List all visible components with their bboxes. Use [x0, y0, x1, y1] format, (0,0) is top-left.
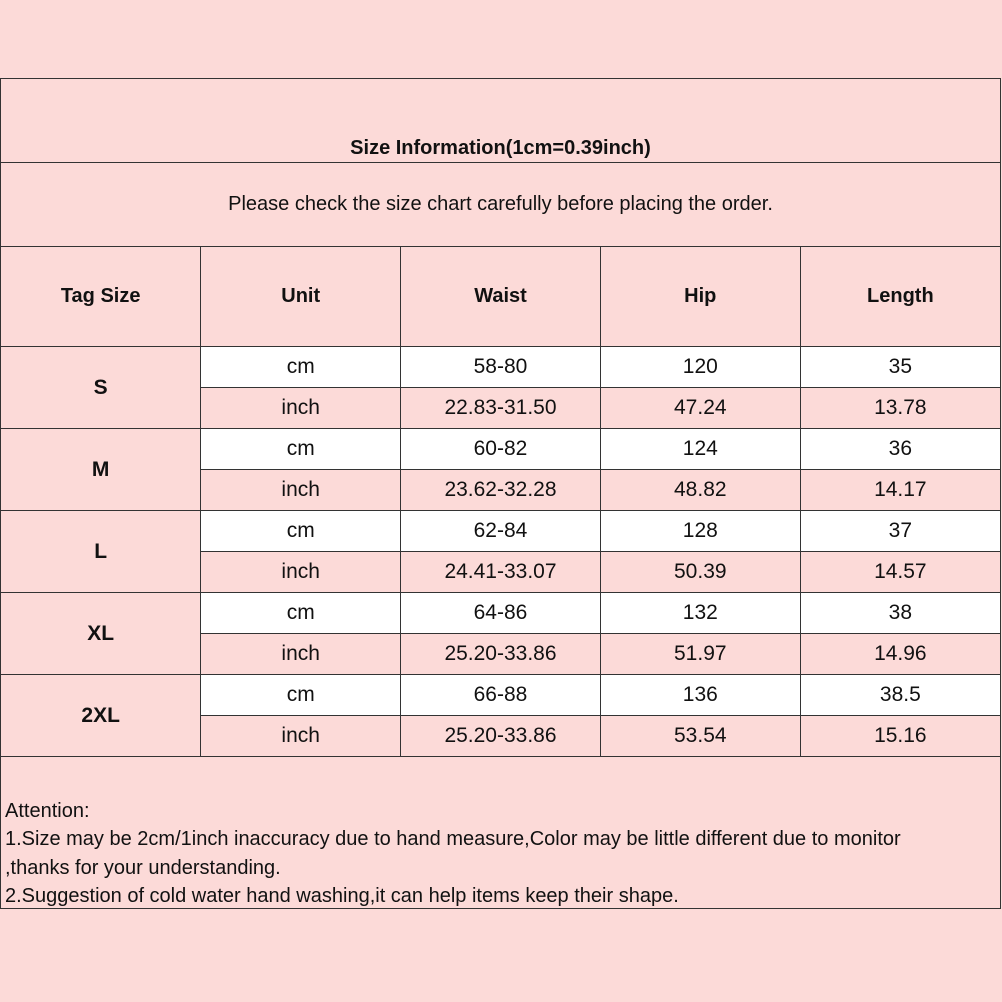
- notes-line-2: 2.Suggestion of cold water hand washing,…: [5, 885, 679, 907]
- tag-size-cell: L: [1, 510, 202, 593]
- waist-cell: 23.62-32.28: [400, 469, 601, 511]
- hip-cell: 50.39: [599, 551, 801, 593]
- hip-cell: 132: [599, 592, 801, 634]
- length-cell: 37: [799, 510, 1000, 552]
- tag-size-cell: M: [1, 428, 202, 511]
- header-waist: Waist: [400, 247, 601, 347]
- unit-cell: inch: [200, 715, 402, 757]
- tag-size-cell: XL: [1, 592, 202, 675]
- hip-cell: 120: [599, 346, 801, 388]
- notes-line-1-cont: ,thanks for your understanding.: [5, 856, 281, 879]
- length-cell: 36: [799, 428, 1000, 470]
- tag-size-cell: 2XL: [1, 674, 202, 757]
- table-row-inch: inch 25.20-33.86 53.54 15.16: [1, 715, 1000, 757]
- length-cell: 14.96: [799, 633, 1000, 675]
- header-tag-size: Tag Size: [1, 247, 202, 347]
- unit-cell: cm: [200, 346, 402, 388]
- attention-notes: Attention: 1.Size may be 2cm/1inch inacc…: [1, 755, 1000, 908]
- header-row: Tag Size Unit Waist Hip Length: [1, 247, 1000, 347]
- unit-cell: inch: [200, 387, 402, 429]
- length-cell: 14.17: [799, 469, 1000, 511]
- unit-cell: inch: [200, 469, 402, 511]
- chart-subtitle: Please check the size chart carefully be…: [1, 163, 1000, 247]
- unit-cell: cm: [200, 674, 402, 716]
- unit-cell: cm: [200, 592, 402, 634]
- header-unit: Unit: [200, 247, 402, 347]
- notes-heading: Attention:: [5, 799, 90, 822]
- length-cell: 13.78: [799, 387, 1000, 429]
- hip-cell: 128: [599, 510, 801, 552]
- table-row-cm: XL cm 64-86 132 38: [1, 592, 1000, 675]
- waist-cell: 24.41-33.07: [400, 551, 601, 593]
- hip-cell: 124: [599, 428, 801, 470]
- length-cell: 38.5: [799, 674, 1000, 716]
- unit-cell: inch: [200, 551, 402, 593]
- header-length: Length: [799, 247, 1000, 347]
- size-chart: Size Information(1cm=0.39inch) Please ch…: [0, 78, 1001, 909]
- unit-cell: cm: [200, 428, 402, 470]
- length-cell: 38: [799, 592, 1000, 634]
- waist-cell: 58-80: [400, 346, 601, 388]
- notes-line-1: 1.Size may be 2cm/1inch inaccuracy due t…: [5, 828, 901, 850]
- length-cell: 15.16: [799, 715, 1000, 757]
- waist-cell: 60-82: [400, 428, 601, 470]
- header-hip: Hip: [599, 247, 801, 347]
- waist-cell: 62-84: [400, 510, 601, 552]
- length-cell: 35: [799, 346, 1000, 388]
- tag-size-cell: S: [1, 346, 202, 429]
- waist-cell: 66-88: [400, 674, 601, 716]
- waist-cell: 25.20-33.86: [400, 715, 601, 757]
- table-row-inch: inch 25.20-33.86 51.97 14.96: [1, 633, 1000, 675]
- waist-cell: 22.83-31.50: [400, 387, 601, 429]
- waist-cell: 25.20-33.86: [400, 633, 601, 675]
- hip-cell: 53.54: [599, 715, 801, 757]
- unit-cell: inch: [200, 633, 402, 675]
- table-row-inch: inch 23.62-32.28 48.82 14.17: [1, 469, 1000, 511]
- table-row-cm: 2XL cm 66-88 136 38.5: [1, 674, 1000, 757]
- chart-title: Size Information(1cm=0.39inch): [1, 79, 1000, 163]
- unit-cell: cm: [200, 510, 402, 552]
- hip-cell: 47.24: [599, 387, 801, 429]
- hip-cell: 51.97: [599, 633, 801, 675]
- waist-cell: 64-86: [400, 592, 601, 634]
- length-cell: 14.57: [799, 551, 1000, 593]
- hip-cell: 136: [599, 674, 801, 716]
- hip-cell: 48.82: [599, 469, 801, 511]
